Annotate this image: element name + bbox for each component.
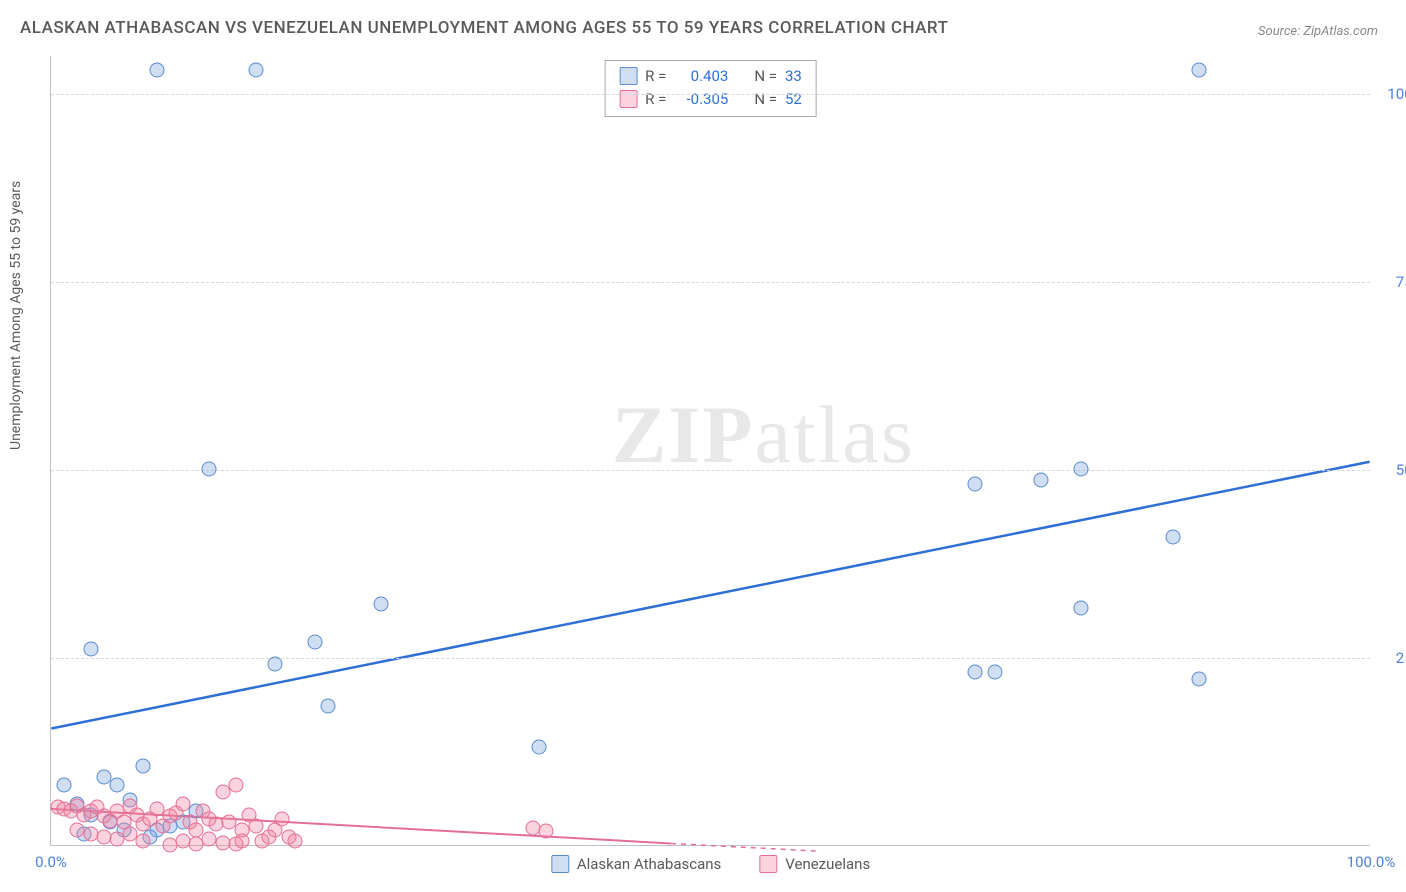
legend-item: Alaskan Athabascans bbox=[551, 855, 721, 873]
r-value: 0.403 bbox=[674, 65, 728, 88]
data-point bbox=[308, 634, 323, 649]
trend-line bbox=[671, 843, 816, 851]
data-point bbox=[248, 819, 263, 834]
gridline bbox=[51, 658, 1370, 659]
legend-item: Venezuelans bbox=[759, 855, 870, 873]
chart-title: ALASKAN ATHABASCAN VS VENEZUELAN UNEMPLO… bbox=[20, 18, 948, 38]
data-point bbox=[987, 664, 1002, 679]
data-point bbox=[968, 664, 983, 679]
data-point bbox=[136, 759, 151, 774]
legend-stats: R = 0.403 N = 33 R = -0.305 N = 52 bbox=[604, 60, 817, 117]
y-tick-label: 100.0% bbox=[1387, 85, 1406, 103]
data-point bbox=[136, 834, 151, 849]
data-point bbox=[532, 740, 547, 755]
gridline bbox=[51, 470, 1370, 471]
source-attribution: Source: ZipAtlas.com bbox=[1258, 24, 1378, 39]
data-point bbox=[374, 597, 389, 612]
n-label: N = bbox=[754, 65, 777, 88]
legend-stat-row: R = 0.403 N = 33 bbox=[619, 65, 802, 88]
x-tick-label: 100.0% bbox=[1347, 853, 1396, 871]
data-point bbox=[1192, 63, 1207, 78]
chart-svg bbox=[51, 56, 1370, 845]
data-point bbox=[1034, 473, 1049, 488]
data-point bbox=[968, 476, 983, 491]
data-point bbox=[268, 657, 283, 672]
data-point bbox=[288, 834, 303, 849]
data-point bbox=[57, 777, 72, 792]
legend-swatch bbox=[759, 855, 777, 873]
data-point bbox=[215, 785, 230, 800]
plot-area: ZIPatlas R =0.403N =33R =-0.305N =52 Ala… bbox=[50, 56, 1370, 846]
data-point bbox=[228, 777, 243, 792]
legend-stat-row: R = -0.305 N = 52 bbox=[619, 88, 802, 111]
data-point bbox=[539, 824, 554, 839]
data-point bbox=[1166, 529, 1181, 544]
data-point bbox=[1192, 672, 1207, 687]
n-value: 33 bbox=[785, 65, 802, 88]
legend-swatch bbox=[551, 855, 569, 873]
data-point bbox=[248, 63, 263, 78]
data-point bbox=[1073, 601, 1088, 616]
data-point bbox=[321, 698, 336, 713]
y-tick-label: 75.0% bbox=[1396, 273, 1406, 291]
r-label: R = bbox=[645, 88, 666, 111]
x-tick-label: 0.0% bbox=[35, 853, 67, 871]
legend-swatch bbox=[619, 90, 637, 108]
n-value: 52 bbox=[785, 88, 802, 111]
legend-swatch bbox=[619, 67, 637, 85]
trend-line bbox=[51, 462, 1369, 729]
n-label: N = bbox=[754, 88, 777, 111]
data-point bbox=[83, 642, 98, 657]
gridline bbox=[51, 282, 1370, 283]
y-axis-label: Unemployment Among Ages 55 to 59 years bbox=[8, 181, 24, 450]
data-point bbox=[176, 796, 191, 811]
data-point bbox=[202, 461, 217, 476]
r-label: R = bbox=[645, 65, 666, 88]
legend-label: Alaskan Athabascans bbox=[577, 855, 721, 873]
gridline bbox=[51, 94, 1370, 95]
data-point bbox=[235, 834, 250, 849]
legend-series: Alaskan Athabascans Venezuelans bbox=[551, 855, 870, 873]
data-point bbox=[149, 63, 164, 78]
y-tick-label: 50.0% bbox=[1396, 461, 1406, 479]
data-point bbox=[1073, 461, 1088, 476]
y-tick-label: 25.0% bbox=[1396, 649, 1406, 667]
legend-label: Venezuelans bbox=[785, 855, 870, 873]
r-value: -0.305 bbox=[674, 88, 728, 111]
data-point bbox=[275, 811, 290, 826]
data-point bbox=[110, 777, 125, 792]
